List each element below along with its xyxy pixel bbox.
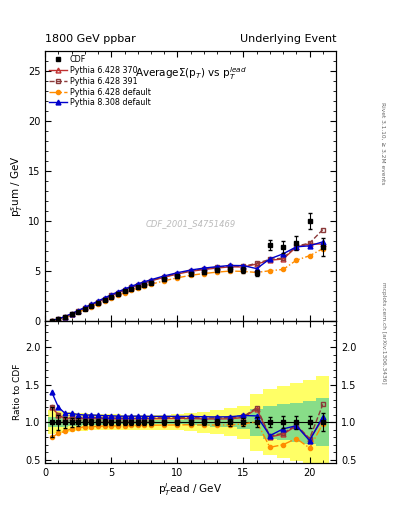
Text: mcplots.cern.ch [arXiv:1306.3436]: mcplots.cern.ch [arXiv:1306.3436]: [381, 282, 386, 383]
Text: 1800 GeV ppbar: 1800 GeV ppbar: [45, 33, 136, 44]
Text: Underlying Event: Underlying Event: [239, 33, 336, 44]
Y-axis label: Ratio to CDF: Ratio to CDF: [13, 364, 22, 420]
Text: Rivet 3.1.10, ≥ 3.2M events: Rivet 3.1.10, ≥ 3.2M events: [381, 102, 386, 185]
Text: Average$\Sigma$(p$_T$) vs p$_T^{lead}$: Average$\Sigma$(p$_T$) vs p$_T^{lead}$: [135, 65, 246, 81]
Y-axis label: p$_T^s$um / GeV: p$_T^s$um / GeV: [10, 156, 25, 217]
Legend: CDF, Pythia 6.428 370, Pythia 6.428 391, Pythia 6.428 default, Pythia 8.308 defa: CDF, Pythia 6.428 370, Pythia 6.428 391,…: [48, 54, 152, 109]
X-axis label: p$_T^l$ead / GeV: p$_T^l$ead / GeV: [158, 481, 223, 498]
Text: CDF_2001_S4751469: CDF_2001_S4751469: [145, 220, 236, 228]
